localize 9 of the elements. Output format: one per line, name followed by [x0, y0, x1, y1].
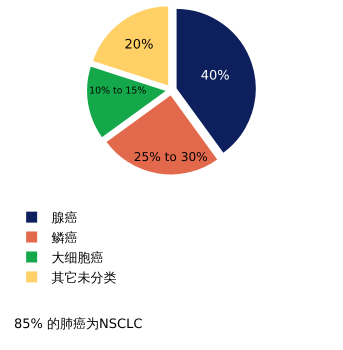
data-label: 25% to 30%: [134, 150, 208, 164]
data-label: 20%: [124, 38, 154, 53]
text: 85% 的肺癌为NSCLC: [14, 317, 142, 332]
data-label: 40%: [200, 68, 230, 84]
legend-label: 大细胞癌: [52, 251, 104, 266]
data-label: 10% to 15%: [89, 85, 146, 96]
legend-label: 鳞癌: [52, 231, 78, 246]
legend-label: 其它未分类: [52, 270, 117, 286]
legend-label: 腺癌: [52, 211, 78, 226]
